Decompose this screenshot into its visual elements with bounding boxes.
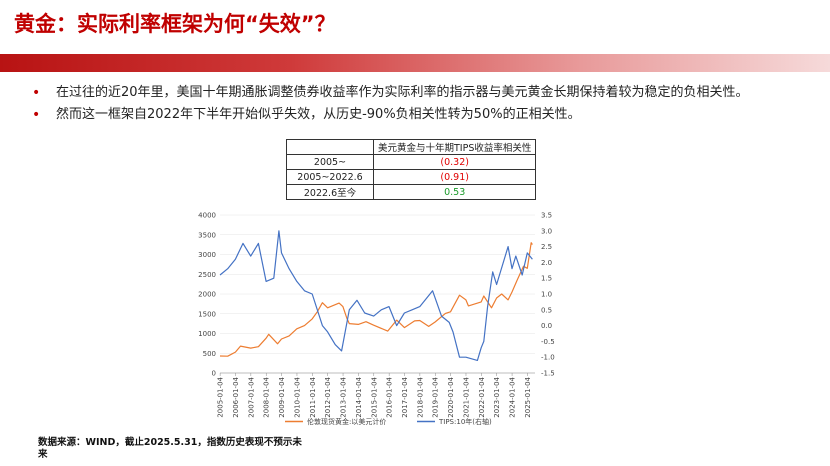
chart-gridlines <box>220 214 535 374</box>
right-tick-label: 0.5 <box>541 306 552 314</box>
table-header: 美元黄金与十年期TIPS收益率相关性 <box>372 139 537 155</box>
right-tick-label: 2.5 <box>541 243 552 251</box>
table-header-row: 美元黄金与十年期TIPS收益率相关性 <box>286 139 537 155</box>
left-tick-label: 3000 <box>198 251 216 259</box>
table-value: (0.91) <box>372 169 537 185</box>
page-title: 黄金：实际利率框架为何“失效”？ <box>14 12 336 36</box>
legend-label: TIPS:10年(右轴) <box>438 417 492 426</box>
x-tick-label: 2007-01-04 <box>247 376 255 417</box>
left-tick-label: 4000 <box>198 212 216 220</box>
bullet-text: 然而这一框架自2022年下半年开始似乎失效，从历史-90%负相关性转为50%的正… <box>56 107 581 122</box>
right-tick-label: 3.0 <box>541 227 552 235</box>
bullet-text: 在过往的近20年里，美国十年期通胀调整债券收益率作为实际利率的指示器与美元黄金长… <box>56 85 749 100</box>
left-tick-label: 2000 <box>198 291 216 299</box>
x-tick-label: 2010-01-04 <box>293 376 301 417</box>
left-tick-label: 0 <box>212 370 216 378</box>
x-tick-label: 2015-01-04 <box>370 376 378 417</box>
left-tick-label: 3500 <box>198 231 216 239</box>
table-period: 2022.6至今 <box>286 184 374 200</box>
right-tick-label: 2.0 <box>541 259 552 267</box>
bullet-item: • 在过往的近20年里，美国十年期通胀调整债券收益率作为实际利率的指示器与美元黄… <box>32 82 820 104</box>
x-tick-label: 2014-01-04 <box>355 376 363 417</box>
right-tick-label: 0.0 <box>541 322 552 330</box>
table-row: 2005~ (0.32) <box>286 154 537 170</box>
x-axis: 2005-01-04 2006-01-04 2007-01-04 2008-01-04… <box>217 372 535 418</box>
bullet-dot-icon: • <box>32 107 41 123</box>
table-corner <box>286 139 374 155</box>
table-value: 0.53 <box>372 184 537 200</box>
right-tick-label: 1.0 <box>541 291 552 299</box>
table-row: 2005~2022.6 (0.91) <box>286 169 537 185</box>
title-band <box>0 54 830 72</box>
x-tick-label: 2012-01-04 <box>324 376 332 417</box>
x-tick-label: 2021-01-04 <box>462 376 470 417</box>
table-period: 2005~2022.6 <box>286 169 374 185</box>
x-tick-label: 2025-01-04 <box>524 376 532 417</box>
x-tick-label: 2019-01-04 <box>432 376 440 417</box>
right-axis: 3.5 3.0 2.5 2.0 1.5 1.0 0.5 0.0 -0.5 -1.0 -1.5 <box>541 212 555 378</box>
correlation-table: 美元黄金与十年期TIPS收益率相关性 2005~ (0.32) 2005~202… <box>286 139 537 200</box>
legend-label: 伦敦现货黄金:以美元计价 <box>307 417 386 426</box>
right-tick-label: 3.5 <box>541 212 552 220</box>
x-tick-label: 2023-01-04 <box>493 376 501 417</box>
gold-tips-chart: 4000 3500 3000 2500 2000 1500 1000 500 0 3.5 3.0 2… <box>198 212 555 427</box>
x-tick-label: 2013-01-04 <box>340 376 348 417</box>
gold-price-line <box>219 242 533 357</box>
x-tick-label: 2006-01-04 <box>232 376 240 417</box>
x-tick-label: 2017-01-04 <box>401 376 409 417</box>
x-tick-label: 2022-01-04 <box>478 376 486 417</box>
table-row: 2022.6至今 0.53 <box>286 184 537 200</box>
x-tick-label: 2011-01-04 <box>309 376 317 417</box>
right-tick-label: -0.5 <box>541 338 555 346</box>
x-tick-label: 2009-01-04 <box>278 376 286 417</box>
x-tick-label: 2005-01-04 <box>217 376 225 417</box>
chart-series <box>219 230 533 361</box>
right-tick-label: -1.0 <box>541 354 555 362</box>
x-tick-label: 2018-01-04 <box>416 376 424 417</box>
x-tick-label: 2016-01-04 <box>386 376 394 417</box>
bullet-item: • 然而这一框架自2022年下半年开始似乎失效，从历史-90%负相关性转为50%… <box>32 104 820 126</box>
right-tick-label: -1.5 <box>541 370 555 378</box>
x-tick-label: 2008-01-04 <box>263 376 271 417</box>
chart-legend: 伦敦现货黄金:以美元计价 TIPS:10年(右轴) <box>285 417 492 426</box>
table-value: (0.32) <box>372 154 537 170</box>
x-tick-label: 2024-01-04 <box>509 376 517 417</box>
bullet-list: • 在过往的近20年里，美国十年期通胀调整债券收益率作为实际利率的指示器与美元黄… <box>32 82 820 126</box>
tips-yield-line <box>219 230 533 361</box>
left-tick-label: 2500 <box>198 271 216 279</box>
table-period: 2005~ <box>286 154 374 170</box>
left-tick-label: 1000 <box>198 330 216 338</box>
bullet-dot-icon: • <box>32 85 41 101</box>
x-tick-label: 2020-01-04 <box>447 376 455 417</box>
left-tick-label: 500 <box>203 350 216 358</box>
left-tick-label: 1500 <box>198 310 216 318</box>
data-source-note: 数据来源：WIND，截止2025.5.31，指数历史表现不预示未来 <box>38 437 302 460</box>
right-tick-label: 1.5 <box>541 275 552 283</box>
left-axis: 4000 3500 3000 2500 2000 1500 1000 500 0 <box>198 212 216 378</box>
